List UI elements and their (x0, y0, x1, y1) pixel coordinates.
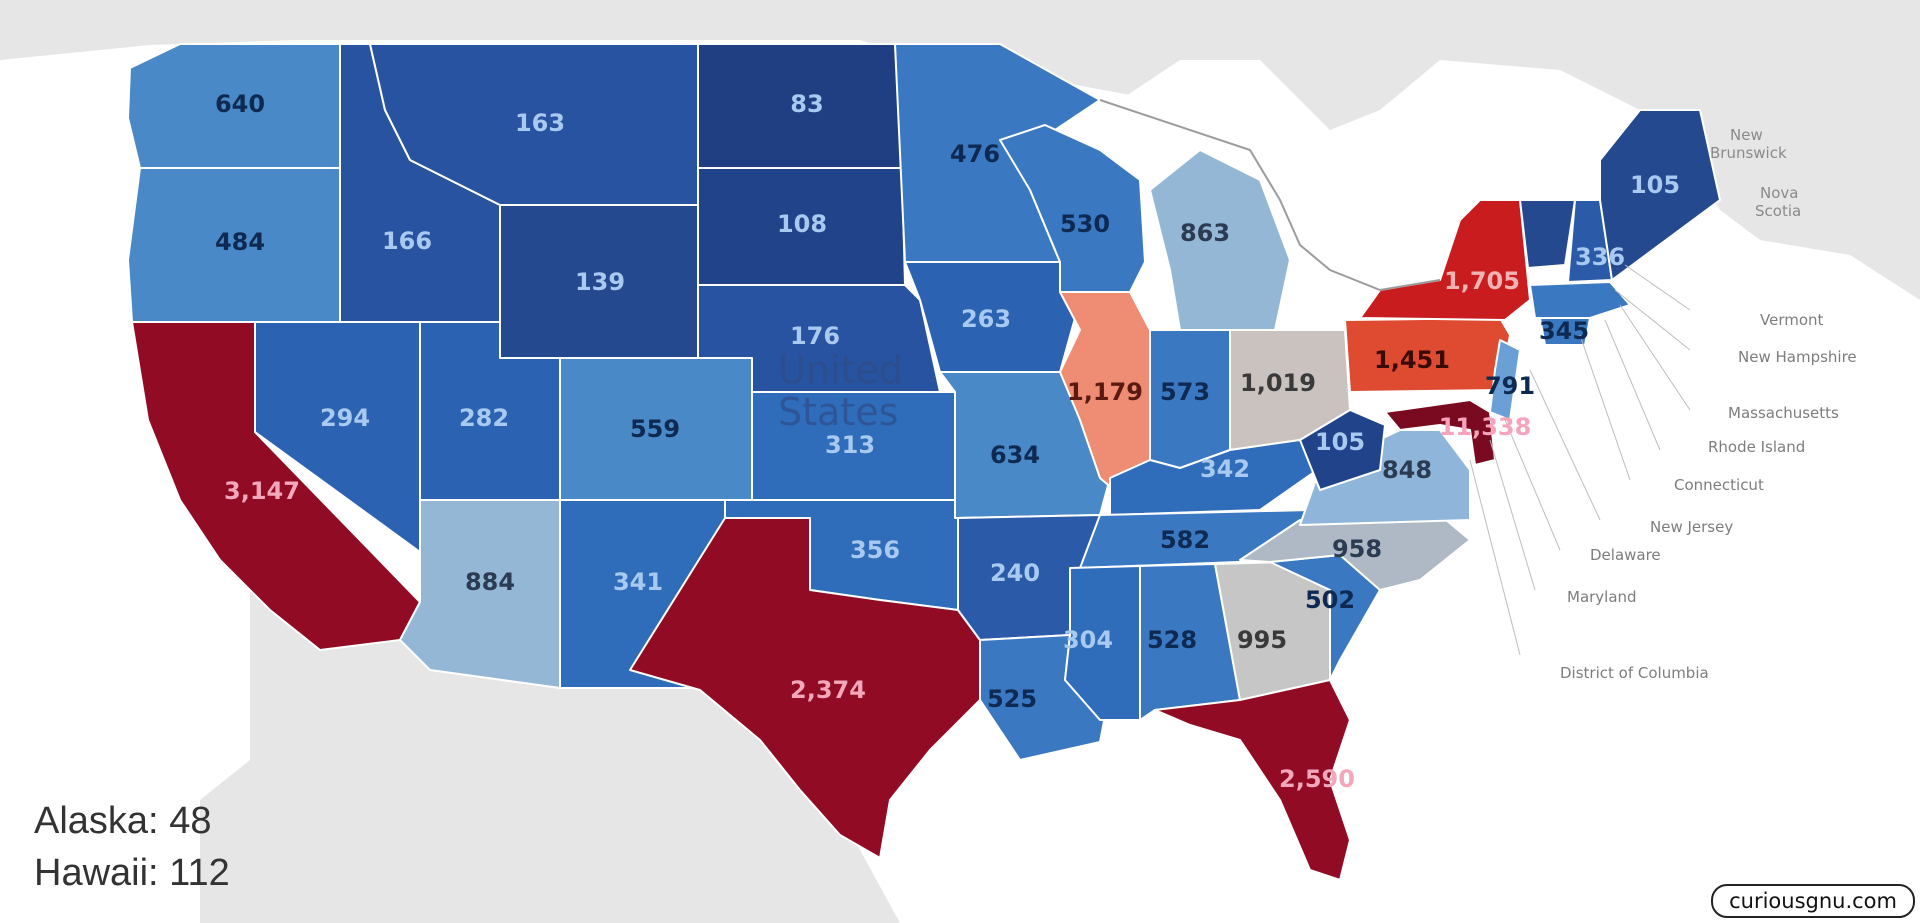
callout-new-hampshire: New Hampshire (1738, 348, 1857, 366)
value-label-wy: 139 (575, 268, 625, 296)
value-label-ny: 1,705 (1444, 267, 1520, 295)
value-label-ky: 342 (1200, 455, 1250, 483)
us-canada-border (1099, 99, 1441, 292)
value-label-nm: 341 (613, 568, 663, 596)
value-label-ma: 345 (1539, 317, 1589, 345)
value-label-nv: 294 (320, 404, 370, 432)
value-label-tn: 582 (1160, 526, 1210, 554)
hawaii-value-row: Hawaii: 112 (34, 852, 230, 895)
value-label-il: 1,179 (1067, 378, 1143, 406)
value-label-al: 528 (1147, 626, 1197, 654)
value-label-wv: 105 (1315, 428, 1365, 456)
value-label-ne: 176 (790, 322, 840, 350)
alaska-value-row: Alaska: 48 (34, 800, 211, 843)
value-label-nd: 83 (790, 90, 823, 118)
value-label-id: 166 (382, 227, 432, 255)
value-label-wi: 530 (1060, 210, 1110, 238)
callout-vermont: Vermont (1760, 311, 1824, 329)
value-label-in: 573 (1160, 378, 1210, 406)
value-label-oh: 1,019 (1240, 369, 1316, 397)
state-nj (1489, 339, 1521, 421)
value-label-az: 884 (465, 568, 515, 596)
value-label-wa: 640 (215, 90, 265, 118)
state-wv (1299, 409, 1386, 491)
value-label-pa: 1,451 (1374, 346, 1450, 374)
value-label-ks: 313 (825, 431, 875, 459)
value-label-ms: 304 (1063, 626, 1113, 654)
state-ma (1529, 281, 1631, 319)
value-label-ga: 995 (1237, 626, 1287, 654)
value-label-sc: 502 (1305, 586, 1355, 614)
alaska-label: Alaska: (34, 800, 159, 842)
callout-rhode-island: Rhode Island (1708, 438, 1805, 456)
value-label-nc: 958 (1332, 535, 1382, 563)
value-label-ut: 282 (459, 404, 509, 432)
callout-new-jersey: New Jersey (1650, 518, 1733, 536)
value-label-or: 484 (215, 228, 265, 256)
label-new-brunswick: New Brunswick (1710, 126, 1787, 162)
value-label-mn: 476 (950, 140, 1000, 168)
callout-maryland: Maryland (1567, 588, 1637, 606)
value-label-co: 559 (630, 415, 680, 443)
hawaii-value: 112 (169, 852, 230, 894)
callout-massachusetts: Massachusetts (1728, 404, 1839, 422)
value-label-nh: 336 (1575, 243, 1625, 271)
state-me (1599, 109, 1721, 281)
alaska-value: 48 (169, 800, 212, 842)
value-label-md: 11,338 (1439, 413, 1532, 441)
value-label-mo: 634 (990, 441, 1040, 469)
value-label-fl: 2,590 (1279, 765, 1355, 793)
value-label-tx: 2,374 (790, 676, 866, 704)
state-fl (1154, 679, 1351, 881)
state-ct (1539, 317, 1591, 346)
state-md (1384, 399, 1496, 466)
state-wi (999, 124, 1146, 293)
callout-district-of-columbia: District of Columbia (1560, 664, 1709, 682)
value-label-mi: 863 (1180, 219, 1230, 247)
callout-lines (1469, 264, 1691, 656)
state-vt (1519, 199, 1576, 269)
state-mi (1149, 149, 1291, 331)
mexico-land (200, 590, 900, 923)
value-label-sd: 108 (777, 210, 827, 238)
value-label-mt: 163 (515, 109, 565, 137)
value-label-ar: 240 (990, 559, 1040, 587)
label-nova-scotia: Nova Scotia (1755, 184, 1803, 220)
value-label-ia: 263 (961, 305, 1011, 333)
hawaii-label: Hawaii: (34, 852, 159, 894)
value-label-me: 105 (1630, 171, 1680, 199)
callout-connecticut: Connecticut (1674, 476, 1764, 494)
value-label-va: 848 (1382, 456, 1432, 484)
value-label-nj: 791 (1485, 372, 1535, 400)
state-tx (629, 517, 981, 859)
value-label-ca: 3,147 (224, 477, 300, 505)
value-label-la: 525 (987, 685, 1037, 713)
callout-delaware: Delaware (1590, 546, 1661, 564)
country-label: United States (778, 348, 915, 434)
value-label-ok: 356 (850, 536, 900, 564)
source-credit-badge[interactable]: curiousgnu.com (1711, 884, 1915, 918)
